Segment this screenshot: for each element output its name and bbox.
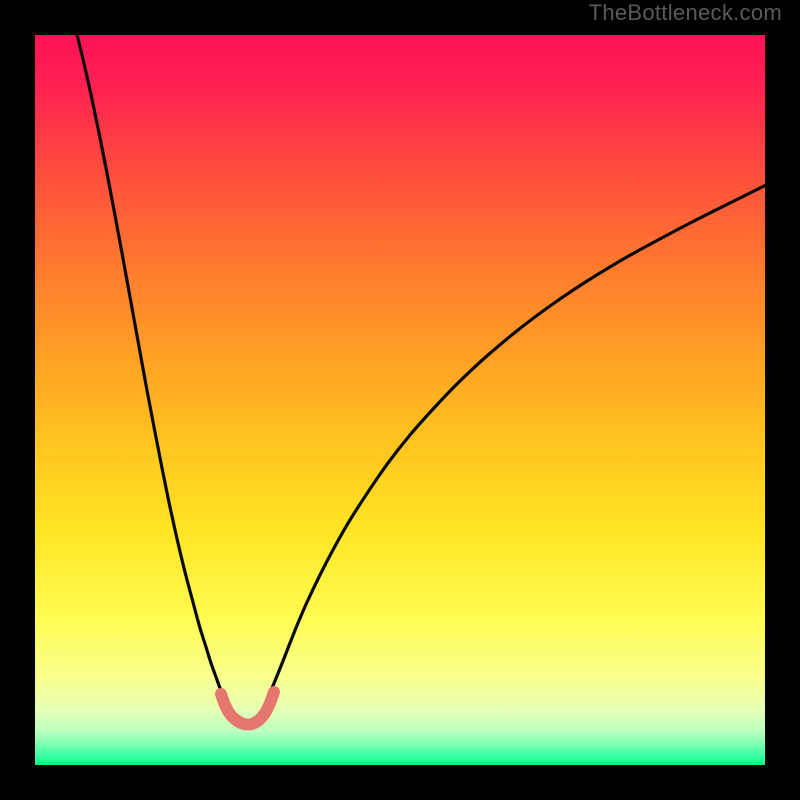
plot-background xyxy=(35,35,765,765)
attribution-label: TheBottleneck.com xyxy=(589,0,782,26)
bottleneck-curve-chart xyxy=(0,0,800,800)
